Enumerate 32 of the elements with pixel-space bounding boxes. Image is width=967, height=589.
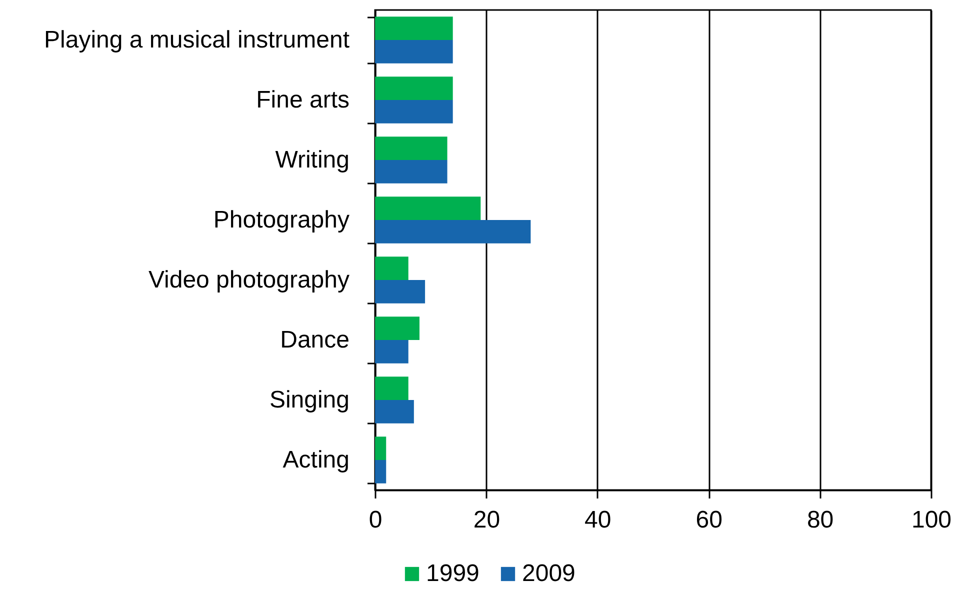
x-tick-label: 60 [696,506,722,534]
y-tick-label: Fine arts [256,86,350,114]
bar [375,316,420,340]
y-tick-label: Singing [269,386,350,414]
x-tick-label: 0 [368,506,382,534]
y-tick-label: Photography [213,206,350,234]
bar [375,136,448,160]
x-tick-label: 40 [584,506,612,534]
legend-label: 1999 [426,560,480,587]
bar [375,40,453,64]
bar [375,100,453,124]
y-tick-label: Playing a musical instrument [44,26,350,54]
y-tick-label: Acting [282,446,350,474]
bar [375,340,408,364]
bar [375,280,426,304]
bar [375,196,481,220]
bar [375,400,414,424]
bar [375,160,448,184]
y-tick-label: Dance [280,326,350,354]
bar [375,76,453,100]
x-tick-label: 80 [806,506,834,534]
x-tick-label: 100 [911,506,952,534]
bar [375,376,408,400]
bar [375,220,531,244]
x-tick-label: 20 [473,506,500,534]
y-tick-label: Writing [275,146,350,174]
y-tick-label: Video photography [148,266,350,294]
bar [375,16,453,40]
bar [375,256,408,280]
bar [375,436,386,460]
legend-label: 2009 [522,560,576,587]
bar [375,460,386,484]
